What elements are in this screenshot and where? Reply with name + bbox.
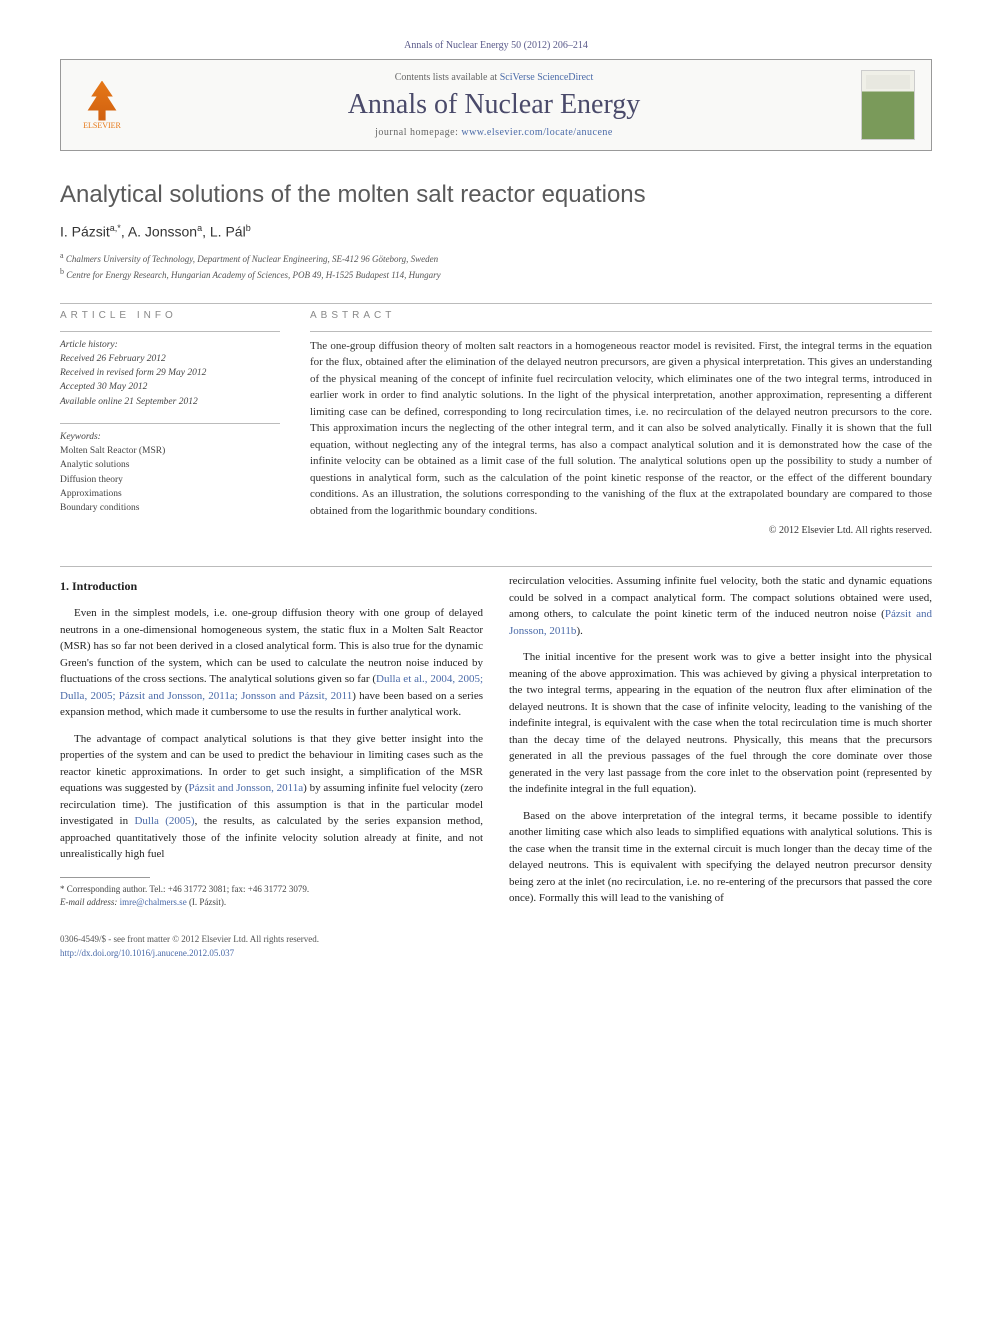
divider-top: [60, 303, 932, 304]
keyword-4: Approximations: [60, 489, 122, 499]
journal-cover-thumb: [861, 70, 915, 140]
article-history: Article history: Received 26 February 20…: [60, 338, 280, 409]
publisher-block: ELSEVIER: [77, 76, 127, 134]
corresponding-author-note: * Corresponding author. Tel.: +46 31772 …: [60, 883, 483, 910]
history-online: Available online 21 September 2012: [60, 397, 198, 407]
author-3-sup: b: [246, 223, 251, 233]
affil-a-text: Chalmers University of Technology, Depar…: [66, 254, 438, 264]
corr-who: (I. Pázsit).: [187, 897, 227, 907]
history-label: Article history:: [60, 340, 118, 350]
homepage-prefix: journal homepage:: [375, 127, 461, 138]
affil-a-sup: a: [60, 251, 64, 260]
email-label: E-mail address:: [60, 897, 120, 907]
history-received: Received 26 February 2012: [60, 354, 166, 364]
divider-info: [60, 331, 280, 332]
doi-link[interactable]: http://dx.doi.org/10.1016/j.anucene.2012…: [60, 948, 234, 958]
keywords-label: Keywords:: [60, 430, 280, 444]
p3-b: ).: [576, 625, 582, 637]
article-info-col: ARTICLE INFO Article history: Received 2…: [60, 310, 280, 537]
keyword-3: Diffusion theory: [60, 475, 123, 485]
abstract-copyright: © 2012 Elsevier Ltd. All rights reserved…: [310, 525, 932, 536]
affil-b-text: Centre for Energy Research, Hungarian Ac…: [66, 270, 440, 280]
divider-abstract: [310, 331, 932, 332]
divider-kw: [60, 423, 280, 424]
abstract-col: ABSTRACT The one-group diffusion theory …: [310, 310, 932, 537]
section-heading-1: 1. Introduction: [60, 577, 483, 595]
citation-3[interactable]: Dulla (2005): [134, 815, 194, 827]
homepage-line: journal homepage: www.elsevier.com/locat…: [127, 127, 861, 138]
info-abstract-row: ARTICLE INFO Article history: Received 2…: [60, 310, 932, 537]
paragraph-3: recirculation velocities. Assuming infin…: [509, 573, 932, 639]
citation-line: Annals of Nuclear Energy 50 (2012) 206–2…: [60, 40, 932, 51]
elsevier-logo: ELSEVIER: [77, 76, 127, 134]
affil-b-sup: b: [60, 267, 64, 276]
keywords-block: Keywords: Molten Salt Reactor (MSR) Anal…: [60, 430, 280, 516]
corr-email-link[interactable]: imre@chalmers.se: [120, 897, 187, 907]
elsevier-tree-icon: [84, 81, 120, 121]
sciencedirect-link[interactable]: SciVerse ScienceDirect: [500, 72, 594, 83]
contents-line: Contents lists available at SciVerse Sci…: [127, 72, 861, 83]
body-text: 1. Introduction Even in the simplest mod…: [60, 573, 932, 913]
issn-line: 0306-4549/$ - see front matter © 2012 El…: [60, 933, 932, 947]
author-3: , L. Pál: [202, 224, 246, 240]
history-revised: Received in revised form 29 May 2012: [60, 368, 206, 378]
abstract-label: ABSTRACT: [310, 310, 932, 321]
homepage-link[interactable]: www.elsevier.com/locate/anucene: [461, 127, 612, 138]
keyword-2: Analytic solutions: [60, 460, 129, 470]
footnote-divider: [60, 877, 150, 878]
publisher-name: ELSEVIER: [83, 121, 121, 130]
citation-2[interactable]: Pázsit and Jonsson, 2011a: [189, 782, 304, 794]
paragraph-2: The advantage of compact analytical solu…: [60, 731, 483, 863]
p3-a: recirculation velocities. Assuming infin…: [509, 575, 932, 620]
affiliations: a Chalmers University of Technology, Dep…: [60, 250, 932, 283]
author-2: , A. Jonsson: [121, 224, 197, 240]
journal-header: ELSEVIER Contents lists available at Sci…: [60, 59, 932, 151]
header-center: Contents lists available at SciVerse Sci…: [127, 72, 861, 138]
author-1-sup: a,*: [110, 223, 121, 233]
affiliation-a: a Chalmers University of Technology, Dep…: [60, 250, 932, 267]
corr-label: Corresponding author. Tel.: +46 31772 30…: [65, 884, 310, 894]
article-title: Analytical solutions of the molten salt …: [60, 181, 932, 209]
author-1: I. Pázsit: [60, 224, 110, 240]
history-accepted: Accepted 30 May 2012: [60, 382, 147, 392]
authors-line: I. Pázsita,*, A. Jonssona, L. Pálb: [60, 223, 932, 240]
keyword-5: Boundary conditions: [60, 503, 139, 513]
contents-prefix: Contents lists available at: [395, 72, 500, 83]
article-info-label: ARTICLE INFO: [60, 310, 280, 321]
abstract-text: The one-group diffusion theory of molten…: [310, 338, 932, 520]
journal-name: Annals of Nuclear Energy: [127, 89, 861, 121]
paragraph-1: Even in the simplest models, i.e. one-gr…: [60, 605, 483, 721]
paragraph-4: The initial incentive for the present wo…: [509, 649, 932, 798]
affiliation-b: b Centre for Energy Research, Hungarian …: [60, 266, 932, 283]
divider-bottom: [60, 566, 932, 567]
keyword-1: Molten Salt Reactor (MSR): [60, 446, 165, 456]
paragraph-5: Based on the above interpretation of the…: [509, 808, 932, 907]
page-footer: 0306-4549/$ - see front matter © 2012 El…: [60, 933, 932, 960]
